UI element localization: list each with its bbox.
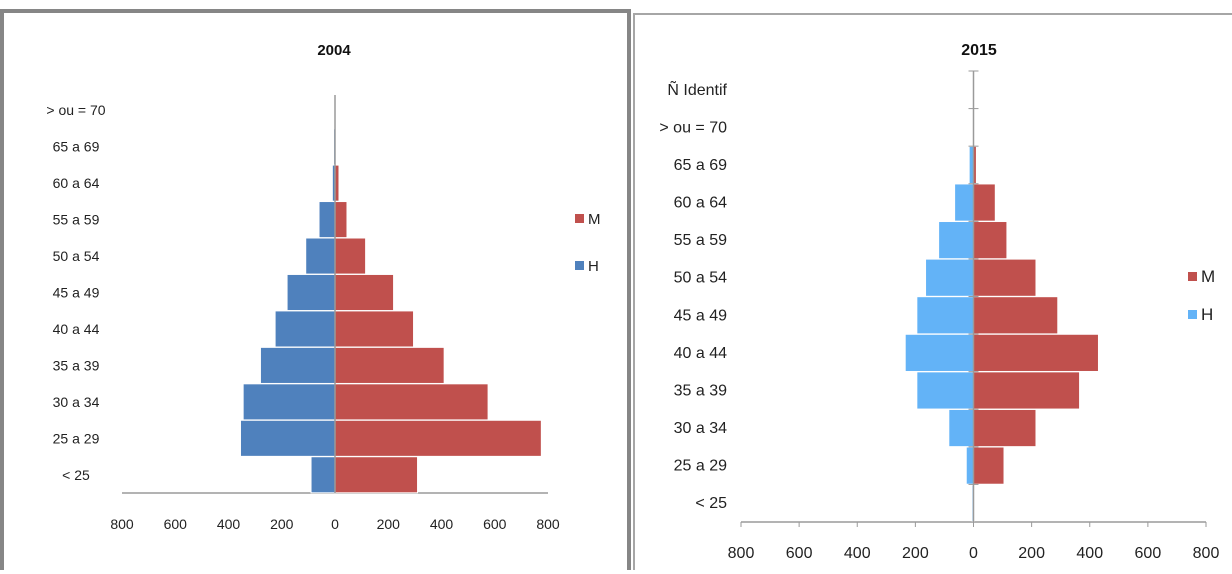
x-tick-label: 200 (270, 516, 294, 532)
bar-H (286, 273, 336, 312)
x-tick-label: 0 (331, 516, 339, 532)
y-category-label: < 25 (695, 495, 727, 512)
bar-M (973, 408, 1037, 448)
x-tick-label: 400 (430, 516, 454, 532)
x-tick-label: 600 (1135, 545, 1162, 562)
legend-label-M: M (588, 211, 601, 228)
legend-swatch-M (575, 214, 584, 223)
x-tick-label: 200 (902, 545, 929, 562)
bar-H (239, 419, 336, 457)
y-category-label: 40 a 44 (53, 321, 100, 337)
x-tick-label: 600 (483, 516, 507, 532)
y-category-label: 60 a 64 (53, 175, 100, 191)
chart-title: 2015 (961, 42, 997, 59)
bar-M (334, 237, 367, 275)
y-category-label: Ñ Identif (667, 79, 727, 99)
bar-M (334, 273, 395, 312)
bar-M (334, 346, 445, 384)
y-category-label: > ou = 70 (46, 102, 105, 118)
bar-H (274, 310, 336, 348)
legend-label-M: M (1201, 267, 1215, 286)
bar-M (973, 183, 996, 222)
y-category-label: 55 a 59 (53, 212, 100, 228)
x-tick-label: 800 (536, 516, 560, 532)
bar-H (965, 446, 974, 485)
y-category-label: 30 a 34 (53, 394, 100, 410)
bar-M (973, 258, 1037, 297)
y-category-label: 25 a 29 (674, 458, 727, 475)
y-category-label: 25 a 29 (53, 430, 100, 446)
x-tick-label: 600 (164, 516, 188, 532)
bar-M (973, 446, 1005, 485)
y-category-label: 30 a 34 (674, 420, 727, 437)
legend-swatch-M (1188, 272, 1197, 281)
y-category-label: > ou = 70 (659, 119, 727, 136)
y-category-label: 55 a 59 (674, 232, 727, 249)
y-category-label: 35 a 39 (53, 357, 100, 373)
pyramid-chart-2015: 2015 800 600 400 200 0 200 400 600 800 < 25 25 a 29… (659, 42, 1220, 562)
bar-M (973, 371, 1081, 410)
x-tick-label: 200 (377, 516, 401, 532)
bar-M (973, 333, 1099, 372)
legend-label-H: H (1201, 305, 1213, 324)
y-category-label: < 25 (62, 467, 90, 483)
x-tick-label: 400 (1076, 545, 1103, 562)
bar-H (242, 383, 336, 421)
bar-M (973, 221, 1008, 260)
bar-H (925, 258, 974, 297)
bar-H (904, 333, 974, 372)
bar-M (334, 383, 489, 421)
legend-swatch-H (575, 261, 584, 270)
x-tick-label: 800 (728, 545, 755, 562)
bar-H (916, 371, 974, 410)
y-category-label: 45 a 49 (53, 285, 100, 301)
bar-H (305, 237, 336, 275)
bar-M (334, 419, 542, 457)
chart-panel-2015: 2015 800 600 400 200 0 200 400 600 800 < 25 25 a 29… (633, 13, 1232, 570)
bar-H (916, 296, 974, 335)
legend-swatch-H (1188, 310, 1197, 319)
x-tick-label: 400 (844, 545, 871, 562)
pyramid-chart-2004: 2004 800 600 400 200 0 200 400 600 800 < 25 25 a 29… (46, 42, 601, 532)
y-category-label: 45 a 49 (674, 307, 727, 324)
y-category-label: 40 a 44 (674, 345, 727, 362)
y-category-label: 35 a 39 (674, 382, 727, 399)
legend-label-H: H (588, 258, 599, 275)
x-tick-label: 800 (1193, 545, 1220, 562)
bar-H (310, 456, 336, 494)
chart-title: 2004 (317, 42, 351, 59)
bar-H (938, 221, 974, 260)
bar-M (334, 456, 419, 494)
bar-M (334, 310, 415, 348)
bar-M (334, 201, 348, 239)
x-tick-label: 200 (1018, 545, 1045, 562)
bar-M (973, 296, 1059, 335)
bar-H (954, 183, 974, 222)
chart-panel-2004: 2004 800 600 400 200 0 200 400 600 800 < 25 25 a 29… (0, 9, 631, 570)
bar-H (318, 201, 336, 239)
x-tick-label: 800 (110, 516, 134, 532)
y-category-label: 65 a 69 (53, 139, 100, 155)
x-tick-label: 600 (786, 545, 813, 562)
y-category-label: 50 a 54 (53, 248, 100, 264)
y-category-label: 50 a 54 (674, 270, 727, 287)
bar-H (259, 346, 336, 384)
x-tick-label: 400 (217, 516, 241, 532)
bar-H (948, 408, 974, 448)
x-tick-label: 0 (969, 545, 978, 562)
y-category-label: 60 a 64 (674, 195, 727, 212)
y-category-label: 65 a 69 (674, 157, 727, 174)
